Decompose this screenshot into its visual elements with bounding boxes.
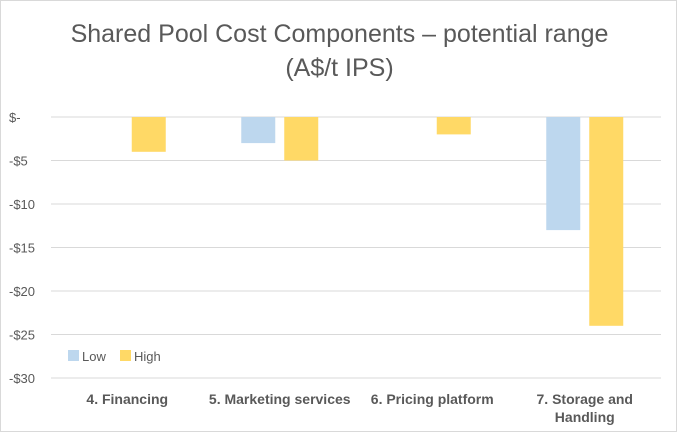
legend-label-low: Low bbox=[82, 349, 106, 364]
chart-title: Shared Pool Cost Components – potential … bbox=[1, 17, 677, 85]
bar-low-2 bbox=[241, 117, 276, 144]
y-tick-label: -$15 bbox=[9, 241, 35, 256]
bar-high-2 bbox=[284, 117, 319, 161]
chart-title-line-2: (A$/t IPS) bbox=[285, 54, 394, 82]
y-tick-label: -$20 bbox=[9, 284, 35, 299]
legend-swatch-high bbox=[120, 350, 131, 361]
y-axis-tick-labels: $- -$5 -$10 -$15 -$20 -$25 -$30 bbox=[9, 110, 35, 386]
x-category-label: 6. Pricing platform bbox=[371, 391, 494, 407]
y-tick-label: -$25 bbox=[9, 328, 35, 343]
y-tick-label: $- bbox=[9, 110, 21, 125]
bars bbox=[131, 117, 624, 326]
bar-high-4 bbox=[589, 117, 624, 326]
legend: Low High bbox=[68, 349, 161, 364]
bar-high-3 bbox=[436, 117, 471, 135]
y-tick-label: -$5 bbox=[9, 154, 28, 169]
x-axis-category-labels: 4. Financing 5. Marketing services 6. Pric… bbox=[86, 391, 633, 425]
y-tick-label: -$10 bbox=[9, 197, 35, 212]
x-category-label: 7. Storage and Handling bbox=[537, 391, 633, 425]
legend-label-high: High bbox=[134, 349, 161, 364]
x-category-label: 5. Marketing services bbox=[209, 391, 351, 407]
bar-high-1 bbox=[131, 117, 166, 152]
x-category-label: 4. Financing bbox=[86, 391, 168, 407]
legend-swatch-low bbox=[68, 350, 79, 361]
y-tick-label: -$30 bbox=[9, 371, 35, 386]
chart-title-line-1: Shared Pool Cost Components – potential … bbox=[70, 20, 609, 48]
bar-low-4 bbox=[546, 117, 581, 231]
